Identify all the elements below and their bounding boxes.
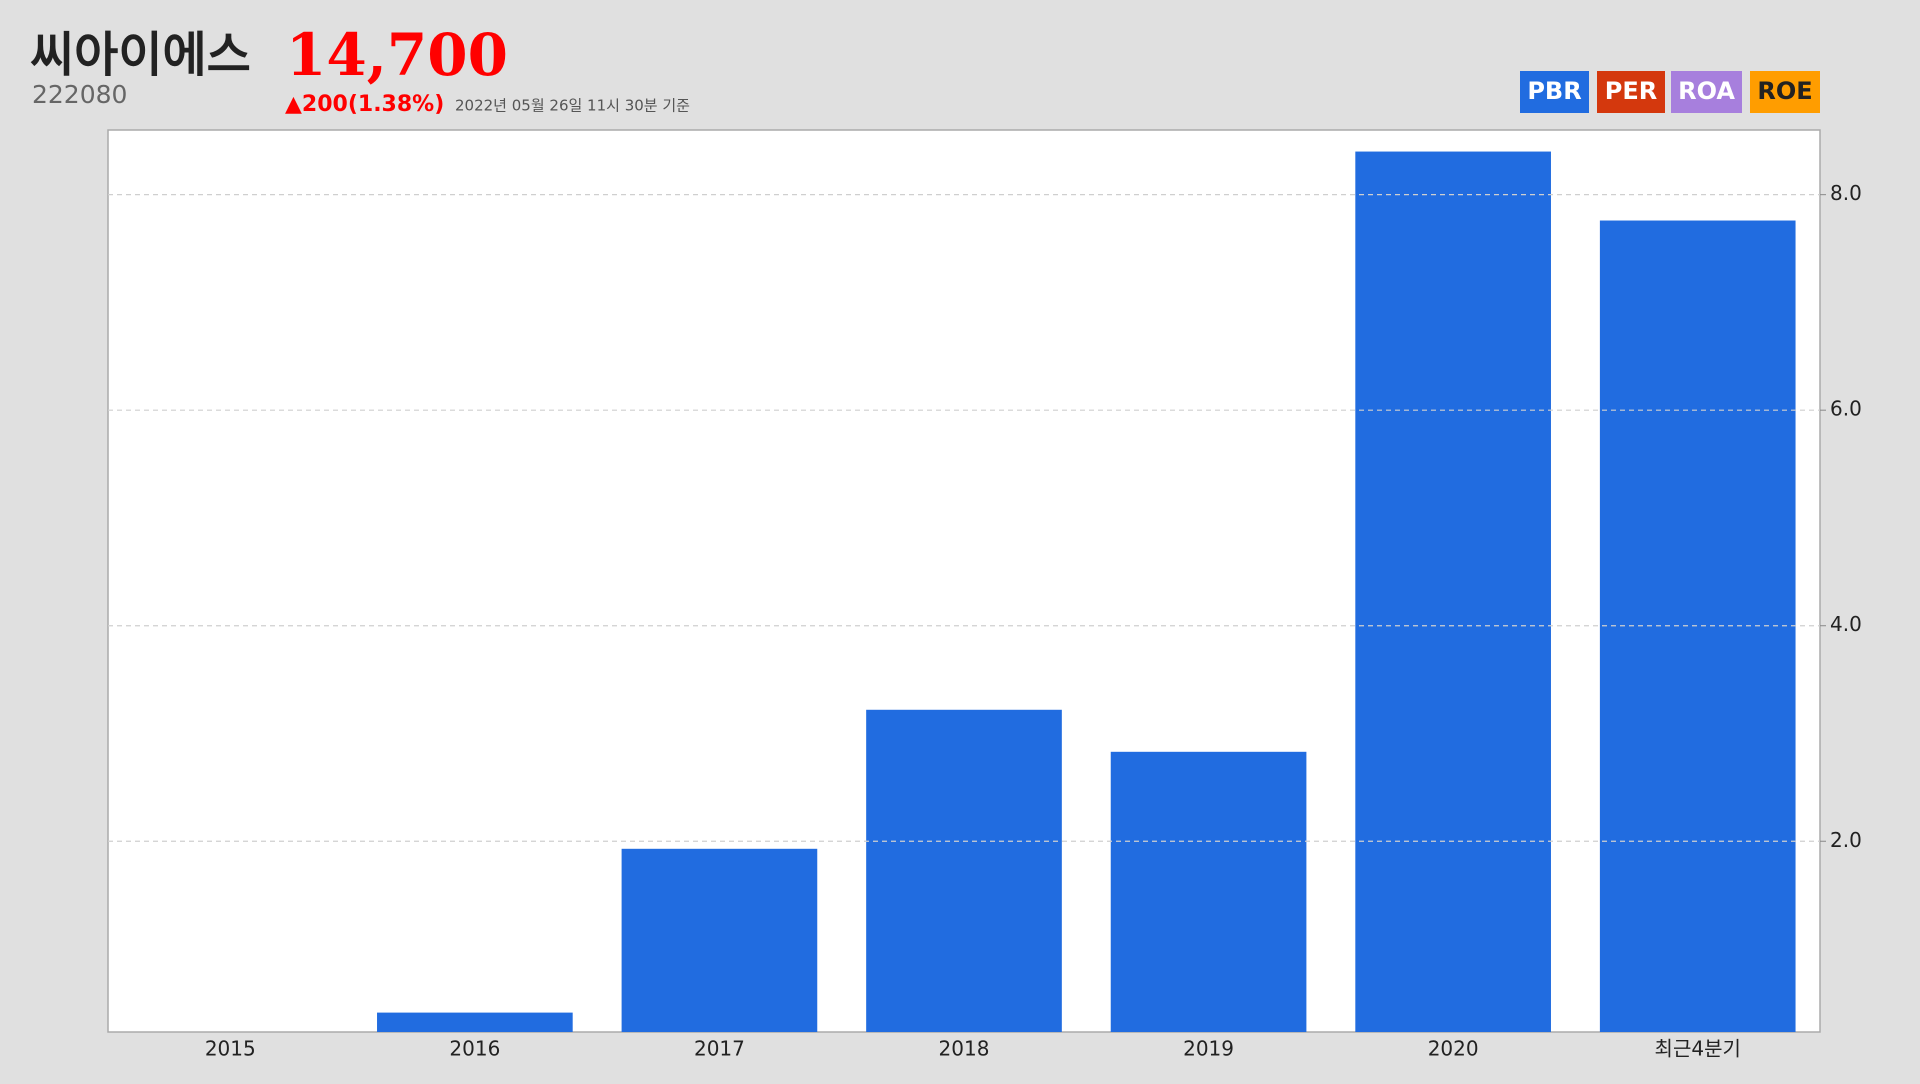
bar [621,848,818,1032]
x-tick-label: 2016 [449,1037,500,1061]
bar [866,709,1062,1032]
tab-label[interactable]: ROA [1678,77,1735,105]
x-tick-label: 최근4분기 [1655,1037,1741,1061]
price-change: ▲200(1.38%) [285,92,444,117]
y-tick-label: 2.0 [1830,828,1862,852]
bar [377,1012,573,1032]
tab-button[interactable] [1597,71,1665,113]
bar [1355,151,1551,1032]
tab-button[interactable] [1671,71,1742,113]
tab-button[interactable] [1750,71,1820,113]
tab-label[interactable]: PER [1605,77,1657,105]
x-tick-label: 2019 [1183,1037,1234,1061]
timestamp: 2022년 05월 26일 11시 30분 기준 [455,97,690,115]
stock-name: 씨아이에스 [30,27,251,83]
x-tick-label: 2018 [939,1037,990,1061]
x-tick-label: 2020 [1428,1037,1479,1061]
bar [1110,751,1307,1032]
tab-label[interactable]: ROE [1757,77,1812,105]
x-tick-label: 2017 [694,1037,745,1061]
y-tick-label: 8.0 [1830,181,1862,205]
y-tick-label: 4.0 [1830,612,1862,636]
price: 14,700 [286,21,508,89]
y-tick-label: 6.0 [1830,397,1862,421]
stock-code: 222080 [32,80,127,109]
tab-button[interactable] [1520,71,1589,113]
tab-label[interactable]: PBR [1527,77,1581,105]
x-tick-label: 2015 [205,1037,256,1061]
bars [377,151,1796,1032]
